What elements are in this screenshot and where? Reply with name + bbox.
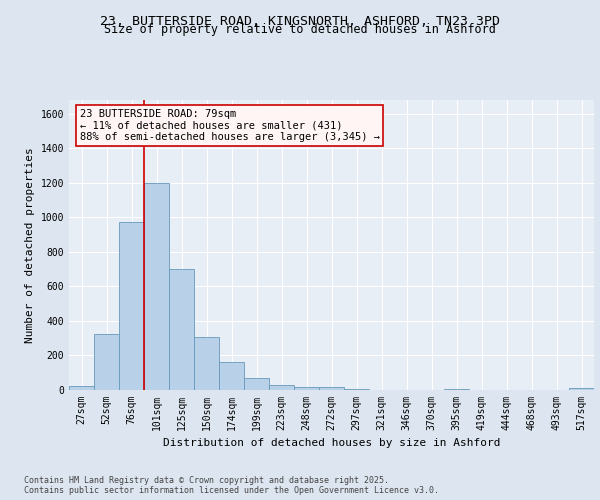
Text: 23, BUTTERSIDE ROAD, KINGSNORTH, ASHFORD, TN23 3PD: 23, BUTTERSIDE ROAD, KINGSNORTH, ASHFORD…	[100, 15, 500, 28]
X-axis label: Distribution of detached houses by size in Ashford: Distribution of detached houses by size …	[163, 438, 500, 448]
Bar	[194, 338, 219, 390]
Bar	[119, 222, 144, 390]
Y-axis label: Number of detached properties: Number of detached properties	[25, 147, 35, 343]
Text: Size of property relative to detached houses in Ashford: Size of property relative to detached ho…	[104, 22, 496, 36]
Bar	[269, 385, 294, 390]
Bar	[294, 386, 319, 390]
Bar	[169, 269, 194, 390]
Text: Contains HM Land Registry data © Crown copyright and database right 2025.
Contai: Contains HM Land Registry data © Crown c…	[24, 476, 439, 495]
Bar	[219, 362, 244, 390]
Bar	[569, 388, 594, 390]
Bar	[69, 386, 94, 390]
Bar	[94, 334, 119, 390]
Bar	[444, 388, 469, 390]
Bar	[344, 389, 369, 390]
Bar	[244, 378, 269, 390]
Text: 23 BUTTERSIDE ROAD: 79sqm
← 11% of detached houses are smaller (431)
88% of semi: 23 BUTTERSIDE ROAD: 79sqm ← 11% of detac…	[79, 108, 380, 142]
Bar	[144, 183, 169, 390]
Bar	[319, 388, 344, 390]
